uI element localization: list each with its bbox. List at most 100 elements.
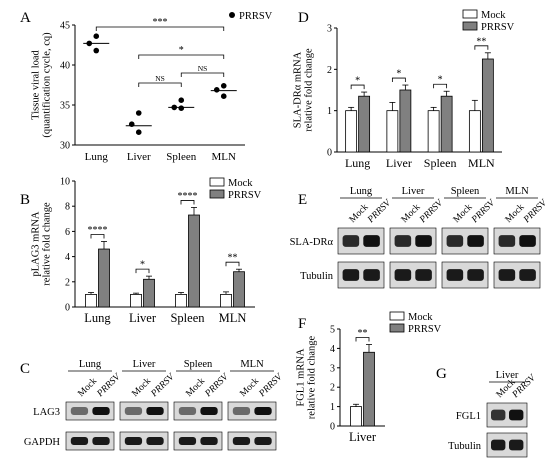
- chart-a-significance-bracket: [180, 72, 225, 77]
- chart-d-legend-label: Mock: [481, 10, 506, 21]
- chart-a-y-axis-label: Tissue viral load(quantification cycle, …: [31, 32, 53, 138]
- chart-a-point: [135, 110, 142, 116]
- blot-c-blot-strip: [173, 431, 223, 451]
- chart-a-category-label: Spleen: [166, 151, 196, 163]
- blot-c-band: [124, 436, 143, 446]
- blot-c-band: [232, 406, 251, 416]
- blot-c-band: [200, 436, 218, 446]
- chart-d-legend-label: PRRSV: [481, 22, 515, 33]
- chart-a-legend-swatch: [229, 12, 235, 18]
- blot-e-band: [394, 269, 412, 281]
- blot-e-group-label: Spleen: [451, 186, 480, 197]
- chart-d-bar: [345, 110, 358, 153]
- blot-c-band: [70, 406, 89, 416]
- chart-f: 0 1 2 3 4 5 FGL1 mRNArelative fold change ** Liv…: [296, 311, 442, 444]
- panel-letter-a: A: [20, 10, 31, 26]
- chart-a-point: [135, 129, 142, 135]
- blot-e-band: [519, 235, 536, 247]
- chart-d-bar: [481, 58, 494, 153]
- chart-a-significance-bracket: [95, 26, 225, 31]
- blot-e-band: [446, 269, 464, 281]
- blot-e-lane-label: Mock: [452, 202, 475, 225]
- chart-b-bar: [98, 248, 110, 308]
- chart-d-bar: [440, 95, 453, 153]
- chart-f-bar: [363, 351, 375, 427]
- chart-d-significance-label: *: [355, 76, 360, 87]
- chart-f-y-tick-label: 3: [330, 363, 335, 374]
- panel-letter-b: B: [20, 192, 30, 208]
- blot-c-band: [92, 436, 110, 446]
- chart-b-significance-label: *: [140, 260, 145, 271]
- chart-d-y-tick-label: 1: [327, 106, 332, 117]
- chart-a: 30 35 40 45 Tissue viral load(quantification…: [31, 11, 273, 163]
- blot-c-band: [254, 406, 272, 416]
- panel-letter-f: F: [298, 316, 306, 332]
- chart-d-legend-swatch: [462, 21, 478, 31]
- blot-g-band: [491, 439, 506, 451]
- chart-b-y-tick-label: 10: [60, 177, 70, 188]
- chart-f-y-tick-label: 0: [330, 422, 335, 433]
- panel-letter-c: C: [20, 361, 30, 377]
- chart-a-point: [178, 105, 185, 111]
- chart-b-significance-bracket: [180, 200, 195, 205]
- chart-b-category-label: Lung: [84, 311, 111, 325]
- chart-b-bar: [85, 293, 97, 308]
- panel-letter-g: G: [436, 366, 447, 382]
- chart-a-significance-bracket: [138, 82, 182, 87]
- chart-d-legend-swatch: [462, 9, 478, 19]
- panel-letter-d: D: [298, 10, 309, 26]
- chart-b-bar: [233, 271, 245, 308]
- blot-e-band: [446, 235, 464, 247]
- chart-a-point: [93, 33, 100, 39]
- chart-a-point: [213, 87, 220, 93]
- blot-c-band: [92, 406, 110, 416]
- chart-b-y-tick-label: 4: [65, 252, 70, 263]
- blot-e-row-label: Tubulin: [300, 271, 334, 282]
- chart-f-legend-label: PRRSV: [408, 324, 442, 335]
- blot-c-band: [178, 406, 197, 416]
- blot-e-band: [519, 269, 536, 281]
- blot-e-band: [498, 269, 516, 281]
- blot-c-lane-label: Mock: [184, 376, 207, 399]
- chart-b-y-axis-label: pLAG3 mRNArelative fold change: [31, 202, 53, 286]
- chart-a-significance-label: NS: [155, 74, 165, 83]
- blot-c-group-label: Lung: [79, 359, 102, 370]
- chart-b-bar: [130, 293, 142, 308]
- chart-a-point: [93, 47, 100, 54]
- chart-b-bar: [175, 293, 187, 308]
- chart-b-category-label: MLN: [219, 311, 247, 325]
- chart-a-y-tick-label: 40: [60, 61, 70, 72]
- blot-c-row-label: GAPDH: [24, 437, 61, 448]
- chart-d-y-tick-label: 2: [327, 65, 332, 76]
- chart-b-significance-bracket: [225, 261, 240, 267]
- blot-g-row-label: FGL1: [456, 411, 481, 422]
- blot-c-lane-label: PRRSV: [149, 371, 177, 399]
- chart-a-y-tick-label: 30: [60, 141, 70, 152]
- chart-a-category-label: Lung: [85, 151, 109, 163]
- blot-g-group-label: Liver: [496, 370, 519, 381]
- chart-d-bar: [386, 110, 399, 153]
- chart-d-category-label: Liver: [386, 156, 412, 170]
- blot-g-band: [491, 409, 506, 421]
- blot-c-blot-strip: [119, 431, 169, 451]
- blot-c-band: [124, 406, 143, 416]
- blot-c-lane-label: PRRSV: [257, 371, 285, 399]
- chart-b-significance-label: ****: [88, 225, 108, 236]
- panel-letter-e: E: [298, 192, 307, 208]
- chart-d-y-tick-label: 0: [327, 148, 332, 159]
- blot-g-band: [509, 439, 524, 451]
- chart-a-significance-bracket: [138, 54, 225, 59]
- chart-d-y-axis-label: SLA-DRα mRNArelative fold change: [293, 48, 315, 132]
- blot-e-band: [467, 235, 484, 247]
- blot-e-band: [415, 269, 432, 281]
- chart-a-significance-label: NS: [198, 64, 208, 73]
- blot-c-band: [178, 436, 197, 446]
- blot-e-band: [363, 269, 380, 281]
- chart-f-y-axis-label: FGL1 mRNArelative fold change: [296, 335, 318, 419]
- blot-e-group-label: Lung: [350, 186, 373, 197]
- chart-b-legend-label: Mock: [228, 178, 253, 189]
- chart-a-legend-label: PRRSV: [239, 11, 273, 22]
- chart-a-significance-label: *: [179, 45, 184, 56]
- chart-d-bar: [358, 95, 371, 153]
- chart-d-bar: [427, 110, 440, 153]
